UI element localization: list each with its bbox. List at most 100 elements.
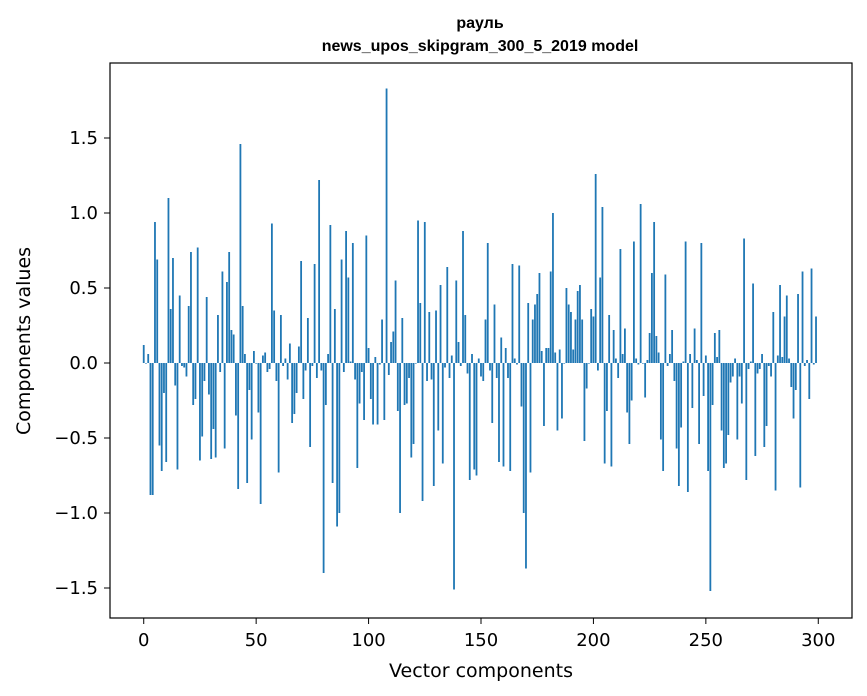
bar [142,345,145,363]
bar [262,355,264,363]
bar [288,343,291,363]
bar [704,355,707,363]
bar [306,318,309,363]
bar [534,304,536,363]
bar [574,319,577,363]
bar [734,358,736,363]
bar [736,363,739,440]
bar [707,363,709,471]
bar [664,274,667,363]
bar [507,363,509,378]
bar [758,363,761,369]
bar [369,363,372,399]
bar [646,360,649,363]
bar [615,358,617,363]
bar [525,363,527,569]
bar [394,280,397,363]
bar [630,363,633,401]
y-tick-label: 1.0 [69,203,98,224]
bar [765,363,768,426]
bar [246,363,249,483]
y-tick-label: −0.5 [54,428,98,449]
bar [432,363,435,486]
bar [360,363,363,372]
bar [329,225,332,363]
bar [547,348,550,363]
bar [495,363,498,378]
y-tick-label: −1.5 [54,578,98,599]
bar [282,363,285,366]
bar [594,174,597,363]
bar [531,319,534,363]
bar [749,361,752,363]
bar [779,285,781,363]
bar [450,355,453,363]
bar [185,363,188,377]
bar [374,357,377,363]
bar [792,363,795,419]
bar [230,330,233,363]
bar [502,363,505,467]
bar [662,363,665,471]
x-tick-label: 50 [245,630,268,651]
bar [248,363,251,390]
bar [599,277,602,363]
bar [603,363,606,464]
bar [803,363,806,366]
bar [354,363,356,380]
bar [468,363,471,480]
bar [392,331,395,363]
bar [635,358,638,363]
bar [338,363,341,513]
bar [437,363,440,431]
y-tick-label: 1.5 [69,128,98,149]
bar [691,363,694,408]
bar [498,363,500,462]
bar [151,363,154,495]
bar [145,363,147,364]
bar [219,363,222,372]
bar [657,352,660,363]
bar [444,363,446,368]
bar [486,243,489,363]
y-tick-label: 0.0 [69,353,98,374]
bar [383,363,386,420]
bar [300,261,303,363]
bar [446,267,449,363]
bar [650,273,653,363]
bar [776,355,779,363]
bar [342,363,345,372]
bar [743,238,745,363]
bar [365,235,368,363]
bar [527,303,530,363]
bar [181,363,183,366]
bar [815,316,817,363]
bar [565,288,568,363]
bar [767,363,770,366]
bar [165,363,168,462]
bar [799,363,802,488]
bar [358,363,361,404]
bar [174,363,177,386]
bar [567,304,570,363]
bar [761,354,763,363]
bar [727,363,730,435]
bar [430,363,433,380]
bar [718,330,721,363]
bar [210,363,213,459]
bar [588,363,590,364]
bar [619,249,622,363]
bar [556,363,559,431]
bar [581,319,584,363]
bar [295,363,298,393]
bar [304,363,307,371]
bar [639,204,642,363]
bar [695,360,698,363]
bar [772,312,775,363]
bar [322,363,325,573]
bar [318,180,321,363]
bar [367,348,370,363]
x-tick-label: 300 [801,630,835,651]
x-tick-label: 100 [351,630,385,651]
